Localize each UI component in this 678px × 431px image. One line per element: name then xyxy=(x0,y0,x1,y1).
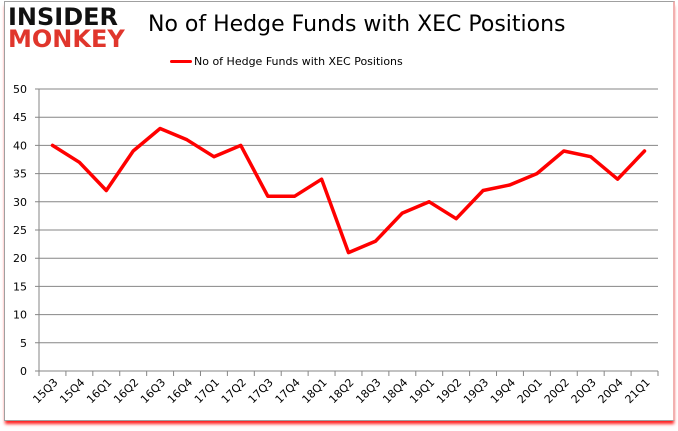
logo-line-1: INSIDER xyxy=(8,3,119,31)
x-tick-label: 15Q3 xyxy=(30,376,60,406)
x-tick-label: 17Q3 xyxy=(246,376,276,406)
legend-line-icon xyxy=(170,60,192,63)
x-tick-label: 17Q4 xyxy=(273,376,303,406)
x-tick-label: 19Q2 xyxy=(434,376,464,406)
x-tick-label: 18Q2 xyxy=(326,376,356,406)
insider-monkey-logo: INSIDER MONKEY xyxy=(8,3,125,53)
y-tick-label: 15 xyxy=(13,280,27,293)
x-tick-label: 18Q4 xyxy=(380,376,410,406)
y-tick-label: 10 xyxy=(13,309,27,322)
x-tick-label: 16Q3 xyxy=(138,376,168,406)
y-tick-label: 20 xyxy=(13,252,27,265)
chart-frame xyxy=(4,1,675,421)
x-tick-label: 20Q4 xyxy=(596,376,626,406)
x-tick-label: 19Q1 xyxy=(407,376,437,406)
x-tick-label: 16Q1 xyxy=(84,376,114,406)
x-tick-label: 21Q1 xyxy=(623,376,653,406)
x-tick-label: 20Q2 xyxy=(542,376,572,406)
y-tick-label: 0 xyxy=(20,365,27,378)
x-tick-label: 17Q1 xyxy=(192,376,222,406)
x-tick-label: 16Q4 xyxy=(165,376,195,406)
x-tick-label: 20Q1 xyxy=(515,376,545,406)
y-tick-label: 50 xyxy=(13,83,27,96)
x-tick-label: 18Q3 xyxy=(353,376,383,406)
logo-line-2: MONKEY xyxy=(8,25,125,53)
y-tick-label: 5 xyxy=(20,337,27,350)
x-tick-label: 19Q3 xyxy=(461,376,491,406)
x-tick-label: 15Q4 xyxy=(57,376,87,406)
legend-label: No of Hedge Funds with XEC Positions xyxy=(194,55,403,68)
x-tick-label: 16Q2 xyxy=(111,376,141,406)
y-tick-label: 40 xyxy=(13,139,27,152)
x-tick-label: 19Q4 xyxy=(488,376,518,406)
series-line xyxy=(50,126,647,255)
x-tick-label: 18Q1 xyxy=(300,376,330,406)
y-tick-label: 35 xyxy=(13,168,27,181)
x-tick-label: 20Q3 xyxy=(569,376,599,406)
chart-title: No of Hedge Funds with XEC Positions xyxy=(148,12,566,37)
y-tick-label: 45 xyxy=(13,111,27,124)
chart-legend: No of Hedge Funds with XEC Positions xyxy=(170,55,403,68)
x-tick-label: 17Q2 xyxy=(219,376,249,406)
y-tick-label: 25 xyxy=(13,224,27,237)
y-tick-label: 30 xyxy=(13,196,27,209)
